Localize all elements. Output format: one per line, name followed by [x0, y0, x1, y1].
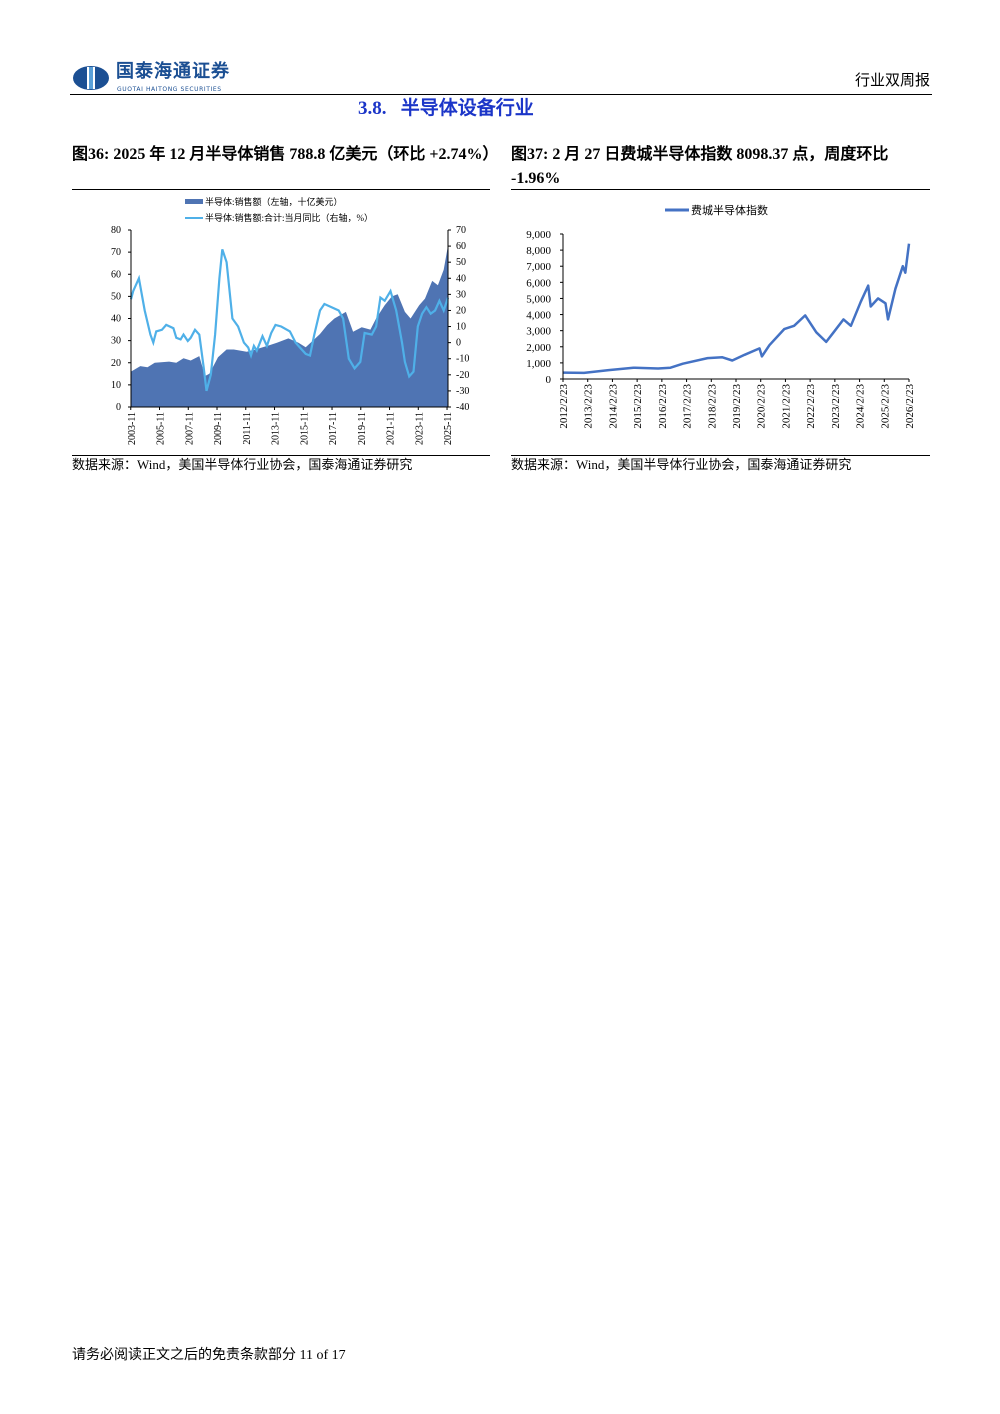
x-tick-label: 2009-11 [213, 412, 224, 445]
left-tick-label: 10 [111, 380, 121, 391]
x-tick-label: 2013/2/23 [583, 384, 595, 429]
chart-semiconductor-sales: 半导体:销售额（左轴，十亿美元） 半导体:销售额:合计:当月同比（右轴，%） 0 10… [111, 196, 469, 445]
legend-swatch-sales [185, 199, 203, 204]
header-divider [70, 94, 932, 95]
y-tick-label: 3,000 [526, 326, 551, 338]
right-tick-label: 50 [456, 257, 466, 268]
left-tick-label: 30 [111, 336, 121, 347]
chart-sox-index: 费城半导体指数 0 1,000 2,000 3,000 4,000 5,000 6,000 7,… [526, 203, 916, 429]
right-tick-label: -10 [456, 354, 469, 365]
logo-icon [73, 66, 109, 90]
y-tick-label: 6,000 [526, 277, 551, 289]
x-tick-label: 2019-11 [357, 412, 368, 445]
y-tick-label: 1,000 [526, 358, 551, 370]
figure-36-bottom-rule [72, 455, 490, 456]
right-tick-label: 60 [456, 241, 466, 252]
right-tick-label: 70 [456, 225, 466, 236]
legend-label-sales: 半导体:销售额（左轴，十亿美元） [205, 196, 343, 207]
left-tick-label: 50 [111, 291, 121, 302]
figure-37-top-rule [511, 189, 930, 190]
y-tick-label: 9,000 [526, 229, 551, 241]
x-tick-label: 2014/2/23 [607, 384, 619, 429]
y-tick-label: 4,000 [526, 310, 551, 322]
right-tick-label: 40 [456, 273, 466, 284]
x-tick-label: 2003-11 [127, 412, 138, 445]
right-tick-label: -30 [456, 386, 469, 397]
x-tick-label: 2024/2/23 [855, 384, 867, 429]
y-tick-label: 5,000 [526, 293, 551, 305]
right-tick-label: 30 [456, 289, 466, 300]
x-tick-label: 2022/2/23 [805, 384, 817, 429]
section-title: 半导体设备行业 [400, 98, 534, 119]
section-heading: 3.8. 半导体设备行业 [358, 97, 534, 121]
right-tick-label: 10 [456, 322, 466, 333]
x-tick-label: 2015-11 [299, 412, 310, 445]
right-tick-label: 20 [456, 305, 466, 316]
x-tick-label: 2016/2/23 [657, 384, 669, 429]
x-tick-label: 2019/2/23 [731, 384, 743, 429]
sales-area [131, 245, 448, 407]
logo-text: 国泰海通证券 [116, 61, 230, 82]
figure-37-title: 图37: 2 月 27 日费城半导体指数 8098.37 点，周度环比 -1.9… [511, 146, 889, 187]
x-tick-label: 2017/2/23 [682, 384, 694, 429]
figure-36-source: 数据来源：Wind，美国半导体行业协会，国泰海通证券研究 [72, 457, 413, 472]
x-tick-label: 2018/2/23 [706, 384, 718, 429]
legend-label-yoy: 半导体:销售额:合计:当月同比（右轴，%） [205, 212, 373, 223]
yoy-line [129, 248, 450, 392]
left-tick-label: 80 [111, 225, 121, 236]
right-tick-label: -20 [456, 370, 469, 381]
x-tick-label: 2021-11 [386, 412, 397, 445]
y-tick-label: 0 [546, 374, 552, 386]
x-tick-label: 2005-11 [156, 412, 167, 445]
x-tick-label: 2015/2/23 [632, 384, 644, 429]
x-tick-label: 2011-11 [242, 412, 253, 445]
x-tick-label: 2007-11 [184, 412, 195, 445]
right-tick-label: 0 [456, 338, 461, 349]
x-tick-label: 2017-11 [328, 412, 339, 445]
x-tick-label: 2012/2/23 [558, 384, 570, 429]
legend-label-sox: 费城半导体指数 [691, 203, 768, 217]
x-tick-label: 2025-11 [443, 412, 454, 445]
x-tick-label: 2026/2/23 [904, 384, 916, 429]
x-tick-label: 2025/2/23 [879, 384, 891, 429]
figure-37-source: 数据来源：Wind，美国半导体行业协会，国泰海通证券研究 [511, 457, 852, 472]
figure-36-title: 图36: 2025 年 12 月半导体销售 788.8 亿美元（环比 +2.74… [72, 146, 499, 163]
x-tick-label: 2013-11 [271, 412, 282, 445]
section-number: 3.8. [358, 98, 387, 119]
sox-line [562, 243, 911, 375]
right-tick-label: -40 [456, 402, 469, 413]
left-tick-label: 20 [111, 358, 121, 369]
logo-subtext: GUOTAI HAITONG SECURITIES [117, 86, 222, 93]
x-tick-label: 2020/2/23 [756, 384, 768, 429]
x-tick-label: 2021/2/23 [780, 384, 792, 429]
y-tick-label: 7,000 [526, 261, 551, 273]
page-footer: 请务必阅读正文之后的免责条款部分 11 of 17 [72, 1348, 346, 1363]
y-tick-label: 8,000 [526, 245, 551, 257]
left-tick-label: 0 [116, 402, 121, 413]
left-tick-label: 40 [111, 314, 121, 325]
x-tick-label: 2023/2/23 [830, 384, 842, 429]
report-type: 行业双周报 [854, 73, 930, 89]
x-tick-label: 2023-11 [414, 412, 425, 445]
figure-36-top-rule [72, 189, 490, 190]
figure-37-bottom-rule [511, 455, 930, 456]
left-tick-label: 60 [111, 269, 121, 280]
y-tick-label: 2,000 [526, 342, 551, 354]
left-tick-label: 70 [111, 247, 121, 258]
